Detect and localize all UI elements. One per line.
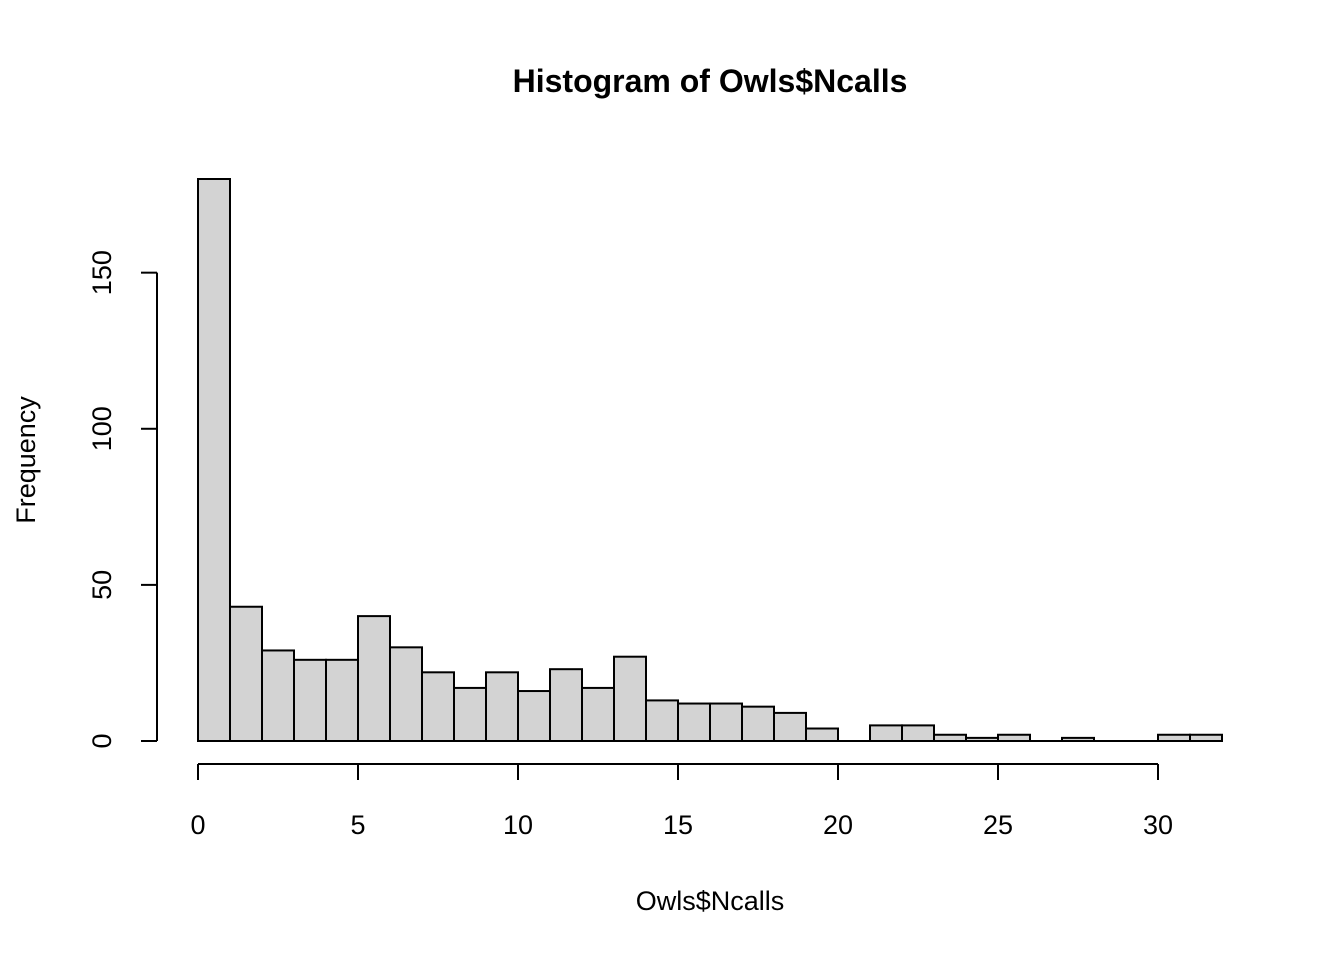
chart-title: Histogram of Owls$Ncalls (513, 63, 908, 99)
histogram-bar (741, 705, 775, 743)
y-tick-label: 50 (87, 570, 117, 600)
histogram-bar (709, 702, 743, 742)
histogram-bar (645, 699, 679, 743)
histogram-bar (901, 724, 935, 743)
histogram-bar (197, 178, 231, 742)
x-tick-label: 5 (350, 810, 365, 840)
histogram-bar (421, 671, 455, 742)
histogram-bar (933, 733, 967, 742)
y-axis-label: Frequency (11, 396, 41, 524)
x-tick-label: 0 (190, 810, 205, 840)
histogram-bar (1061, 736, 1095, 743)
x-tick-label: 25 (983, 810, 1013, 840)
histogram-bar (229, 605, 263, 742)
bars-group (197, 178, 1223, 743)
histogram-bar (517, 690, 551, 742)
histogram-bar (1157, 733, 1191, 742)
x-tick-label: 10 (503, 810, 533, 840)
y-axis: 0 50 100 150 (87, 250, 158, 749)
x-tick-label: 30 (1143, 810, 1173, 840)
x-axis-label: Owls$Ncalls (636, 886, 785, 916)
histogram-bar (293, 658, 327, 742)
y-tick-label: 0 (87, 733, 117, 748)
histogram-bar (1189, 733, 1223, 742)
x-tick-label: 15 (663, 810, 693, 840)
histogram-bar (357, 615, 391, 742)
histogram-bar (389, 646, 423, 742)
histogram-bar (677, 702, 711, 742)
histogram-bar (773, 711, 807, 743)
histogram-bar (869, 724, 903, 743)
histogram-bar (997, 733, 1031, 742)
x-tick-label: 20 (823, 810, 853, 840)
histogram-bar (485, 671, 519, 742)
histogram-bar (549, 668, 583, 743)
histogram-bar (965, 736, 999, 743)
x-axis: 0 5 10 15 20 25 30 (190, 763, 1173, 840)
histogram-bar (453, 686, 487, 743)
histogram-bar (581, 686, 615, 743)
y-tick-label: 100 (87, 406, 117, 451)
histogram-bar (805, 727, 839, 742)
histogram-bar (325, 658, 359, 742)
histogram-bar (261, 649, 295, 743)
histogram-bar (613, 655, 647, 743)
y-tick-label: 150 (87, 250, 117, 295)
